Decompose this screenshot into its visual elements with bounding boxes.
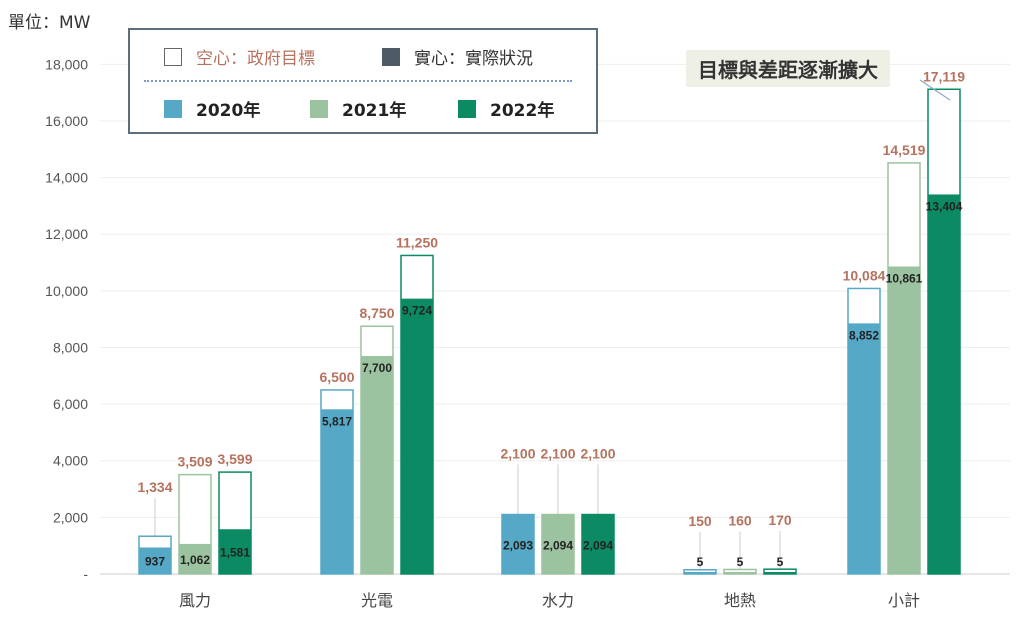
target-value-label: 150 (688, 513, 712, 529)
actual-bar (928, 194, 960, 575)
y-tick-label: 8,000 (53, 339, 88, 355)
target-value-label: 160 (728, 512, 752, 528)
actual-bar (401, 298, 433, 574)
actual-bar (764, 572, 796, 574)
legend-solid-label: 實心：實際狀況 (414, 49, 533, 69)
actual-value-label: 2,094 (543, 538, 573, 552)
x-tick-label: 光電 (361, 591, 393, 610)
legend-hollow-label: 空心：政府目標 (196, 49, 315, 69)
actual-value-label: 5 (777, 555, 784, 569)
y-tick-label: 18,000 (45, 56, 88, 72)
target-value-label: 14,519 (883, 142, 926, 158)
callout-annotation: 目標與差距逐漸擴大 (686, 50, 890, 87)
legend-item-2022: 2022年 (458, 96, 554, 121)
x-tick-label: 小計 (888, 591, 920, 610)
target-value-label: 6,500 (319, 369, 354, 385)
target-value-label: 2,100 (500, 446, 535, 462)
x-tick-label: 風力 (179, 591, 211, 610)
unit-label: 單位：MW (8, 13, 91, 33)
actual-value-label: 1,062 (180, 553, 210, 567)
y-tick-label: 2,000 (53, 509, 88, 525)
target-value-label: 2,100 (540, 446, 575, 462)
actual-bar (888, 266, 920, 574)
actual-value-label: 13,404 (926, 199, 963, 213)
actual-value-label: 937 (145, 555, 165, 569)
year-2021-swatch-icon (310, 99, 328, 118)
actual-bar (502, 514, 534, 574)
actual-value-label: 2,094 (583, 538, 613, 552)
solid-square-icon (382, 47, 400, 66)
actual-value-label: 2,093 (503, 538, 533, 552)
target-value-label: 3,509 (177, 454, 212, 470)
legend-year-label: 2020年 (196, 101, 261, 121)
target-value-label: 170 (768, 512, 792, 528)
hollow-square-icon (164, 47, 182, 66)
legend-item-2020: 2020年 (164, 96, 260, 121)
target-value-label: 2,100 (580, 446, 615, 462)
actual-bar (724, 572, 756, 574)
target-value-label: 1,334 (137, 479, 172, 495)
actual-value-label: 7,700 (362, 361, 392, 375)
actual-bar (219, 529, 251, 574)
actual-value-label: 5,817 (322, 414, 352, 428)
actual-bar (179, 543, 211, 574)
legend-item-2021: 2021年 (310, 96, 406, 121)
legend-solid-item: 實心：實際狀況 (382, 44, 533, 69)
x-tick-label: 地熱 (724, 591, 756, 610)
y-tick-label: 10,000 (45, 283, 88, 299)
actual-value-label: 9,724 (402, 304, 432, 318)
target-value-label: 11,250 (396, 234, 438, 250)
y-tick-label: 12,000 (45, 226, 88, 242)
target-value-label: 3,599 (217, 451, 252, 467)
actual-bar (582, 514, 614, 574)
legend: 空心：政府目標 實心：實際狀況 2020年 2021年 2022年 (128, 28, 598, 134)
actual-value-label: 10,861 (886, 271, 923, 285)
actual-value-label: 5 (737, 555, 744, 569)
y-tick-label: 16,000 (45, 113, 88, 129)
legend-year-label: 2022年 (490, 101, 555, 121)
target-value-label: 8,750 (359, 305, 394, 321)
year-2022-swatch-icon (458, 99, 476, 118)
callout-pointer (919, 79, 951, 101)
actual-bar (684, 572, 716, 574)
y-tick-label: 14,000 (45, 170, 88, 186)
actual-value-label: 8,852 (849, 328, 879, 342)
x-tick-label: 水力 (542, 591, 574, 610)
year-2020-swatch-icon (164, 99, 182, 118)
y-tick-label: 6,000 (53, 396, 88, 412)
actual-value-label: 5 (697, 555, 704, 569)
actual-bar (361, 355, 393, 574)
actual-bar (848, 323, 880, 574)
y-tick-label: 4,000 (53, 453, 88, 469)
legend-year-label: 2021年 (342, 101, 407, 121)
actual-bar (139, 547, 171, 574)
target-value-label: 10,084 (843, 267, 886, 283)
actual-value-label: 1,581 (220, 546, 250, 560)
y-tick-label: - (83, 566, 88, 582)
legend-hollow-item: 空心：政府目標 (164, 44, 315, 69)
actual-bar (542, 514, 574, 574)
actual-bar (321, 409, 353, 574)
legend-divider (144, 80, 572, 82)
target-value-label: 17,119 (923, 68, 965, 84)
